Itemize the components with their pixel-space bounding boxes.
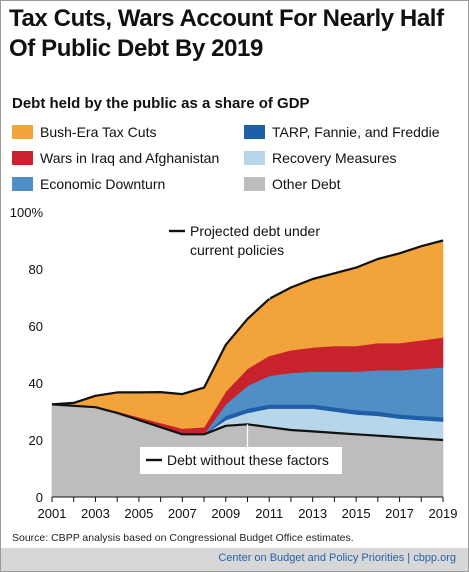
x-tick-label-2013: 2013: [298, 506, 327, 521]
legend-label-recovery: Recovery Measures: [272, 150, 397, 166]
x-tick-label-2019: 2019: [429, 506, 458, 521]
chart-title-line-1: Tax Cuts, Wars Account For Nearly Half: [9, 5, 444, 32]
legend-item-downturn: Economic Downturn: [12, 174, 165, 194]
x-tick-label-2017: 2017: [385, 506, 414, 521]
y-tick-label-100: 100%: [10, 205, 44, 220]
y-tick-label-0: 0: [36, 490, 43, 505]
source-note: Source: CBPP analysis based on Congressi…: [12, 532, 354, 544]
x-tick-label-2009: 2009: [211, 506, 240, 521]
legend-swatch-recovery: [244, 151, 265, 165]
legend-item-other-debt: Other Debt: [244, 174, 340, 194]
legend-swatch-wars: [12, 151, 33, 165]
debt-area-chart: 0 20 40 60 80 100% 2001 2003 2005 2007 2009 2011 201…: [10, 205, 458, 521]
x-tick-label-2007: 2007: [168, 506, 197, 521]
annotation-projected-text-2: current policies: [190, 242, 284, 258]
chart-title-line-2: Of Public Debt By 2019: [9, 35, 263, 62]
chart-title: Tax Cuts, Wars Account For Nearly Half O…: [9, 4, 464, 64]
x-tick-label-2015: 2015: [342, 506, 371, 521]
legend-label-wars: Wars in Iraq and Afghanistan: [40, 150, 220, 166]
y-tick-label-40: 40: [29, 376, 43, 391]
legend-swatch-downturn: [12, 177, 33, 191]
legend-label-bush-tax-cuts: Bush-Era Tax Cuts: [40, 124, 157, 140]
legend-label-tarp: TARP, Fannie, and Freddie: [272, 124, 440, 140]
legend-swatch-tarp: [244, 125, 265, 139]
legend-label-other-debt: Other Debt: [272, 176, 341, 192]
annotation-projected-box: [163, 218, 333, 264]
debt-without-factors-line: [51, 403, 444, 442]
y-tick-label-20: 20: [29, 433, 43, 448]
footer-credit-link[interactable]: Center on Budget and Policy Priorities |…: [218, 552, 456, 564]
x-tick-label-2003: 2003: [81, 506, 110, 521]
x-tick-label-2001: 2001: [38, 506, 67, 521]
y-tick-label-80: 80: [29, 262, 43, 277]
legend-item-wars: Wars in Iraq and Afghanistan: [12, 148, 219, 168]
annotation-projected-text-1: Projected debt under: [190, 223, 320, 239]
projected-debt-line: [51, 239, 444, 406]
footer-bar: Center on Budget and Policy Priorities |…: [1, 548, 468, 571]
legend-swatch-other-debt: [244, 177, 265, 191]
x-tick-label-2005: 2005: [124, 506, 153, 521]
legend-label-downturn: Economic Downturn: [40, 176, 166, 192]
chart-subtitle: Debt held by the public as a share of GD…: [12, 95, 310, 112]
legend-item-bush-tax-cuts: Bush-Era Tax Cuts: [12, 122, 156, 142]
legend-item-tarp: TARP, Fannie, and Freddie: [244, 122, 440, 142]
x-tick-label-2011: 2011: [255, 506, 283, 521]
y-tick-label-60: 60: [29, 319, 43, 334]
annotation-without-text: Debt without these factors: [167, 452, 329, 468]
legend-swatch-bush-tax-cuts: [12, 125, 33, 139]
annotation-without-box: [140, 447, 342, 474]
legend-item-recovery: Recovery Measures: [244, 148, 397, 168]
